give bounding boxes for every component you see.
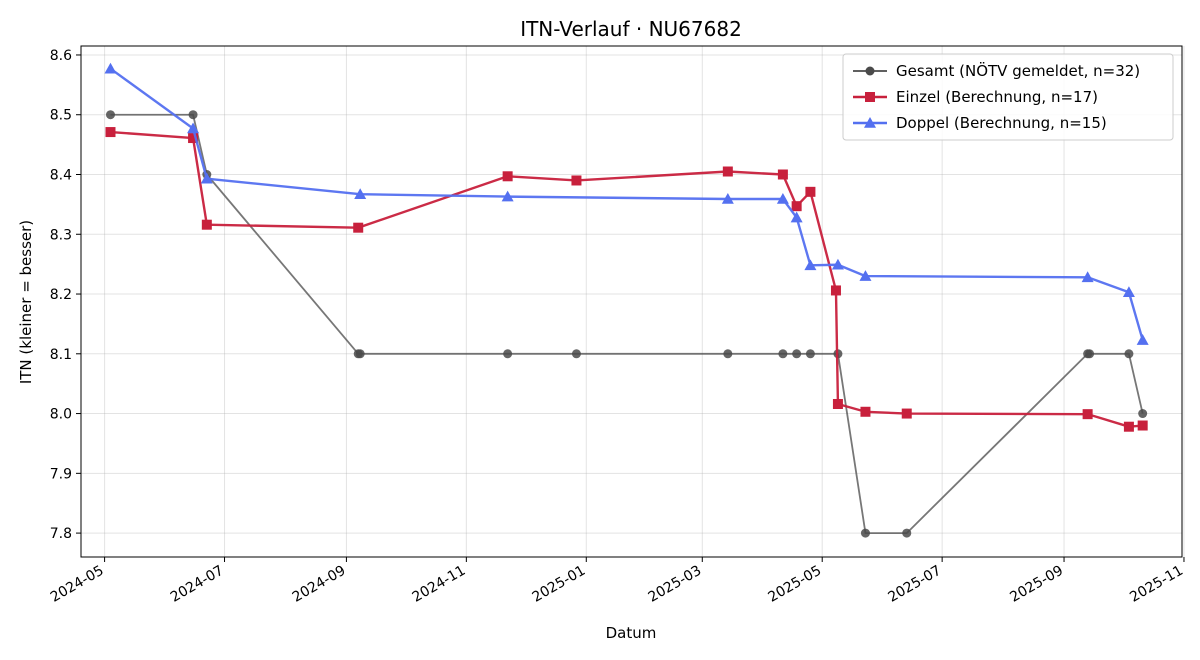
x-axis: 2024-05 2024-07 2024-09 2024-11 2025-01 2025-…	[48, 557, 1186, 606]
x-tick-label: 2025-07	[885, 563, 944, 606]
plot-frame	[80, 45, 1183, 558]
x-tick-label: 2024-11	[410, 563, 469, 606]
legend: Gesamt (NÖTV gemeldet, n=32) Einzel (Bere…	[842, 53, 1174, 141]
series-line-einzel	[110, 130, 1143, 428]
x-axis-label: Datum	[606, 624, 657, 642]
data-point-doppel	[1122, 286, 1135, 298]
y-tick-label: 8.5	[50, 108, 72, 124]
y-tick-label: 8.3	[50, 227, 72, 243]
data-point-gesamt	[503, 349, 513, 359]
y-axis-label: ITN (kleiner = besser)	[17, 220, 35, 384]
legend-label-doppel: Doppel (Berechnung, n=15)	[896, 114, 1107, 132]
data-point-gesamt	[902, 528, 912, 538]
data-point-einzel	[1137, 420, 1148, 431]
legend-label-gesamt: Gesamt (NÖTV gemeldet, n=32)	[896, 61, 1140, 80]
data-point-doppel	[859, 270, 872, 281]
y-tick-label: 8.2	[50, 287, 72, 303]
series-einzel	[105, 127, 1148, 432]
x-tick-label: 2024-05	[48, 563, 107, 606]
y-tick-label: 8.4	[50, 167, 72, 183]
data-point-gesamt	[805, 349, 815, 359]
data-point-doppel	[1081, 271, 1094, 283]
data-point-gesamt	[1085, 349, 1095, 359]
x-tick-label: 2025-11	[1127, 563, 1186, 606]
x-tick-label: 2024-07	[168, 563, 227, 606]
series-line-doppel	[109, 67, 1144, 341]
legend-box	[842, 53, 1174, 141]
y-tick-label: 8.0	[50, 407, 72, 423]
y-axis: 7.8 7.9 8.0 8.1 8.2 8.3 8.4 8.5 8.6	[50, 48, 81, 542]
y-tick-label: 7.8	[50, 526, 72, 542]
data-point-gesamt	[723, 349, 733, 359]
data-point-einzel	[860, 406, 871, 417]
data-point-einzel	[105, 127, 116, 138]
legend-marker-gesamt	[865, 66, 875, 76]
data-point-doppel	[187, 122, 200, 134]
data-point-gesamt	[860, 528, 870, 538]
data-point-einzel	[777, 169, 788, 180]
data-point-einzel	[188, 133, 199, 144]
data-point-gesamt	[355, 349, 365, 359]
legend-label-einzel: Einzel (Berechnung, n=17)	[896, 88, 1098, 106]
data-point-einzel	[1123, 421, 1134, 432]
data-point-einzel	[353, 222, 364, 233]
data-point-doppel	[804, 259, 817, 271]
x-tick-label: 2025-03	[646, 563, 705, 606]
legend-marker-doppel	[864, 117, 876, 128]
data-point-einzel	[571, 175, 582, 186]
data-point-doppel	[200, 172, 213, 184]
x-tick-label: 2024-09	[290, 563, 349, 606]
data-point-gesamt	[188, 110, 198, 120]
data-point-gesamt	[571, 349, 581, 359]
data-point-doppel	[354, 188, 367, 200]
data-point-einzel	[805, 186, 816, 197]
series-layer	[104, 62, 1149, 538]
y-tick-label: 8.6	[50, 48, 72, 64]
data-point-doppel	[790, 211, 803, 223]
data-point-gesamt	[1124, 349, 1134, 359]
legend-marker-einzel	[865, 92, 875, 102]
data-point-gesamt	[1138, 409, 1148, 419]
y-tick-label: 8.1	[50, 347, 72, 363]
data-point-gesamt	[105, 110, 115, 120]
chart-title: ITN-Verlauf · NU67682	[520, 17, 742, 41]
data-point-gesamt	[778, 349, 788, 359]
data-point-einzel	[901, 408, 912, 419]
x-tick-label: 2025-05	[766, 563, 825, 606]
data-point-einzel	[1082, 409, 1093, 420]
grid-lines	[81, 46, 1185, 557]
data-point-einzel	[722, 166, 733, 177]
data-point-doppel	[831, 258, 844, 270]
data-point-einzel	[791, 201, 802, 212]
data-point-einzel	[832, 398, 843, 409]
data-point-einzel	[502, 171, 513, 182]
series-doppel	[104, 62, 1149, 345]
data-point-doppel	[776, 193, 789, 204]
data-point-doppel	[1136, 334, 1149, 345]
data-point-einzel	[201, 219, 212, 230]
data-point-gesamt	[792, 349, 802, 359]
x-tick-label: 2025-01	[530, 563, 589, 606]
data-point-doppel	[721, 193, 734, 204]
data-point-doppel	[104, 62, 117, 74]
y-tick-label: 7.9	[50, 466, 72, 482]
data-point-doppel	[501, 190, 514, 202]
data-point-einzel	[830, 285, 841, 296]
x-tick-label: 2025-09	[1007, 563, 1066, 606]
